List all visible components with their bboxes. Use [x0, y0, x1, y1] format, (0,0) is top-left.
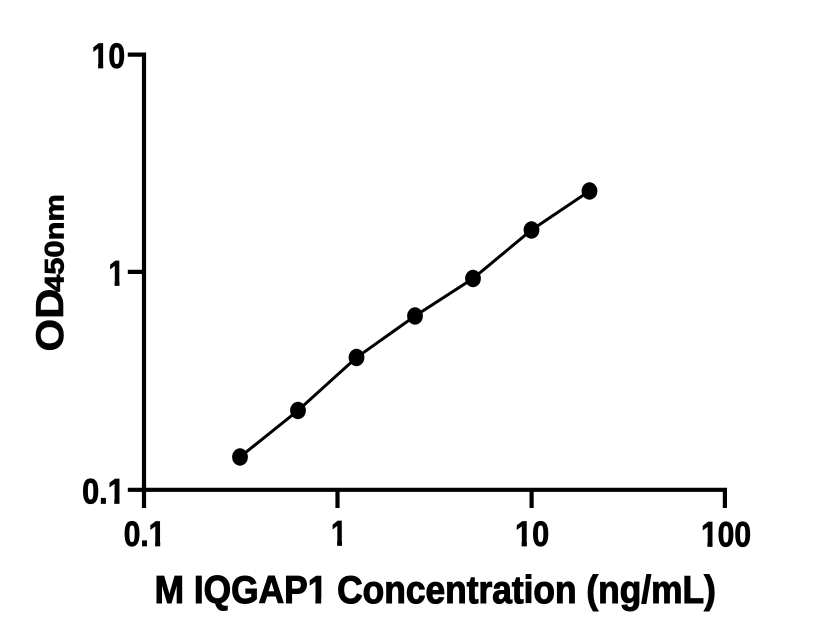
svg-text:0.1: 0.1 — [124, 514, 166, 554]
svg-text:450nm: 450nm — [40, 194, 69, 292]
svg-text:M IQGAP1 Concentration (ng/mL): M IQGAP1 Concentration (ng/mL) — [155, 568, 716, 612]
svg-text:10: 10 — [515, 515, 549, 555]
svg-text:0.1: 0.1 — [82, 473, 125, 513]
svg-text:100: 100 — [701, 514, 751, 554]
svg-text:OD: OD — [28, 289, 71, 352]
